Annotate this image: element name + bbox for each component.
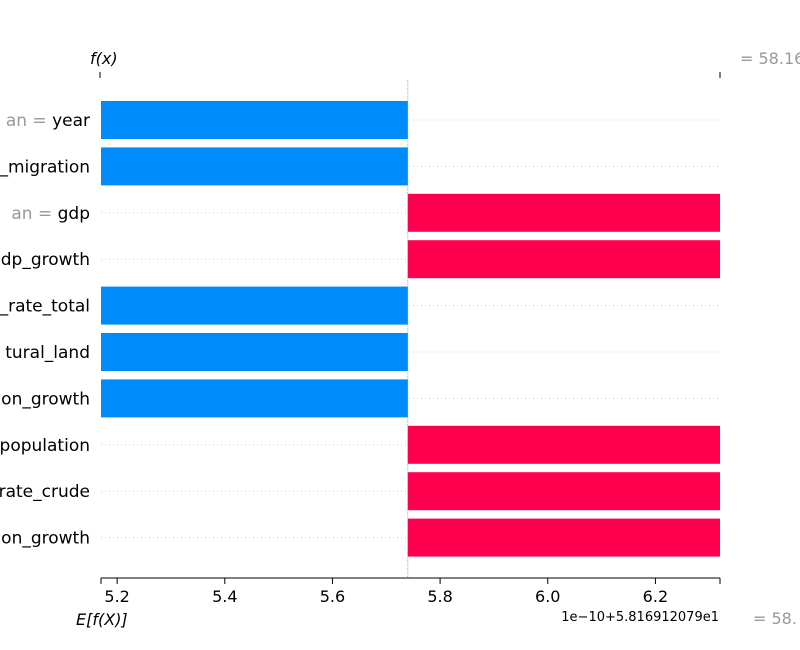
x-tick-label: 6.0 — [535, 587, 560, 606]
bar-positive — [407, 425, 720, 464]
feature-label-name: year — [52, 111, 90, 131]
feature-label-name: on_growth — [1, 389, 90, 409]
feature-label: on_growth — [1, 389, 90, 409]
feature-label: population — [0, 436, 90, 456]
feature-label-name: dp_growth — [1, 250, 90, 270]
axis-offset-label: 1e−10+5.816912079e1 — [561, 610, 719, 625]
feature-label: _rate_total — [0, 297, 90, 317]
x-tick-label: 5.4 — [212, 587, 237, 606]
bar-negative — [101, 147, 408, 186]
feature-label-name: population — [0, 436, 90, 456]
feature-label-name: on_growth — [1, 529, 90, 549]
bar-negative — [101, 286, 408, 325]
feature-label: an = gdp — [11, 204, 90, 224]
feature-label: on_growth — [1, 529, 90, 549]
bar-negative — [101, 333, 408, 371]
bars-group — [101, 101, 720, 557]
bar-negative — [101, 379, 408, 418]
x-axis-ticks: 5.2 5.4 5.6 5.8 6.0 6.2 — [100, 578, 721, 606]
feature-label-prefix: an = — [11, 204, 57, 224]
x-tick-label: 5.2 — [104, 587, 129, 606]
bar-positive — [407, 472, 720, 511]
feature-label-prefix: an = — [6, 111, 52, 131]
feature-label-name: _migration — [0, 157, 90, 177]
feature-label: dp_growth — [1, 250, 90, 270]
bar-positive — [407, 240, 720, 279]
fx-value-text: = 58.16 — [740, 49, 800, 68]
feature-label: _migration — [0, 157, 90, 177]
efx-value-text: = 58. — [753, 609, 797, 628]
feature-label-name: tural_land — [5, 343, 90, 363]
feature-label: an = year — [6, 111, 90, 131]
feature-label-name: gdp — [58, 204, 90, 224]
x-tick-label: 6.2 — [643, 587, 668, 606]
bar-positive — [407, 518, 720, 557]
bar-negative — [101, 101, 408, 139]
fx-label: f(x) — [90, 49, 118, 68]
feature-label: rate_crude — [0, 482, 90, 502]
feature-label: tural_land — [5, 343, 90, 363]
x-tick-label: 5.8 — [427, 587, 452, 606]
feature-label-name: _rate_total — [0, 297, 90, 317]
x-tick-label: 5.6 — [320, 587, 345, 606]
feature-label-name: rate_crude — [0, 482, 90, 502]
bar-positive — [407, 193, 720, 232]
efx-label: E[f(X)] — [76, 610, 128, 629]
